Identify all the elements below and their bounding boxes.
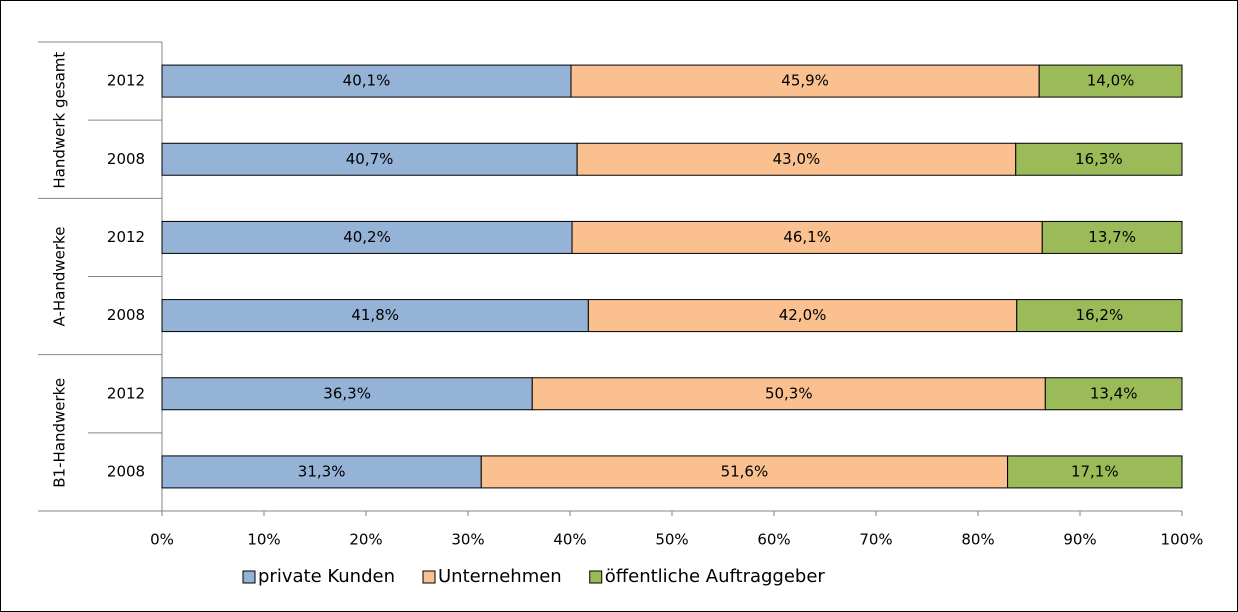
bar-segment bbox=[161, 455, 482, 489]
data-label: 14,0% bbox=[1087, 72, 1135, 90]
bar-segment bbox=[570, 64, 1040, 98]
data-label: 43,0% bbox=[773, 150, 821, 168]
bar-segment bbox=[1038, 64, 1183, 98]
x-tick-label: 20% bbox=[349, 531, 382, 549]
data-label: 16,2% bbox=[1076, 306, 1124, 324]
legend-swatch bbox=[589, 570, 603, 584]
data-label: 46,1% bbox=[783, 228, 831, 246]
y-tick-label: 2012 bbox=[107, 72, 145, 90]
x-tick-label: 30% bbox=[451, 531, 484, 549]
data-label: 36,3% bbox=[323, 384, 371, 402]
x-tick-label: 10% bbox=[247, 531, 280, 549]
group-label: Handwerk gesamt bbox=[51, 52, 69, 189]
x-tick-label: 70% bbox=[859, 531, 892, 549]
x-tick-label: 80% bbox=[961, 531, 994, 549]
y-tick-label: 2008 bbox=[107, 462, 145, 480]
bar-segment bbox=[587, 299, 1018, 333]
bar-segment bbox=[161, 377, 533, 411]
bar-segment bbox=[571, 220, 1043, 254]
legend-label: öffentliche Auftraggeber bbox=[605, 566, 826, 587]
data-label: 42,0% bbox=[779, 306, 827, 324]
legend-label: Unternehmen bbox=[438, 566, 562, 587]
data-label: 31,3% bbox=[298, 462, 346, 480]
y-tick-label: 2008 bbox=[107, 306, 145, 324]
y-tick-label: 2012 bbox=[107, 384, 145, 402]
data-label: 50,3% bbox=[765, 384, 813, 402]
legend-swatch bbox=[422, 570, 436, 584]
data-label: 13,4% bbox=[1090, 384, 1138, 402]
x-tick-label: 60% bbox=[757, 531, 790, 549]
bar-segment bbox=[480, 455, 1009, 489]
data-label: 41,8% bbox=[351, 306, 399, 324]
bar-segment bbox=[531, 377, 1046, 411]
data-label: 51,6% bbox=[721, 462, 769, 480]
x-tick-label: 100% bbox=[1161, 531, 1204, 549]
y-tick-label: 2012 bbox=[107, 228, 145, 246]
bar-segment bbox=[1016, 299, 1183, 333]
data-label: 40,2% bbox=[343, 228, 391, 246]
x-tick-label: 90% bbox=[1063, 531, 1096, 549]
bar-segment bbox=[576, 142, 1017, 176]
bar-segment bbox=[1015, 142, 1183, 176]
data-label: 16,3% bbox=[1075, 150, 1123, 168]
x-tick-label: 50% bbox=[655, 531, 688, 549]
group-label: A-Handwerke bbox=[51, 227, 69, 327]
bar-segment bbox=[1044, 377, 1183, 411]
group-label: B1-Handwerke bbox=[51, 378, 69, 488]
bar-segment bbox=[161, 142, 578, 176]
data-label: 40,7% bbox=[346, 150, 394, 168]
bar-segment bbox=[1007, 455, 1183, 489]
x-tick-label: 0% bbox=[150, 531, 174, 549]
data-label: 40,1% bbox=[343, 72, 391, 90]
data-label: 45,9% bbox=[781, 72, 829, 90]
data-label: 17,1% bbox=[1071, 462, 1119, 480]
bar-segment bbox=[161, 220, 573, 254]
x-tick-label: 40% bbox=[553, 531, 586, 549]
legend-label: private Kunden bbox=[258, 566, 395, 587]
legend-swatch bbox=[242, 570, 256, 584]
y-tick-label: 2008 bbox=[107, 150, 145, 168]
data-label: 13,7% bbox=[1088, 228, 1136, 246]
bar-segment bbox=[1041, 220, 1183, 254]
